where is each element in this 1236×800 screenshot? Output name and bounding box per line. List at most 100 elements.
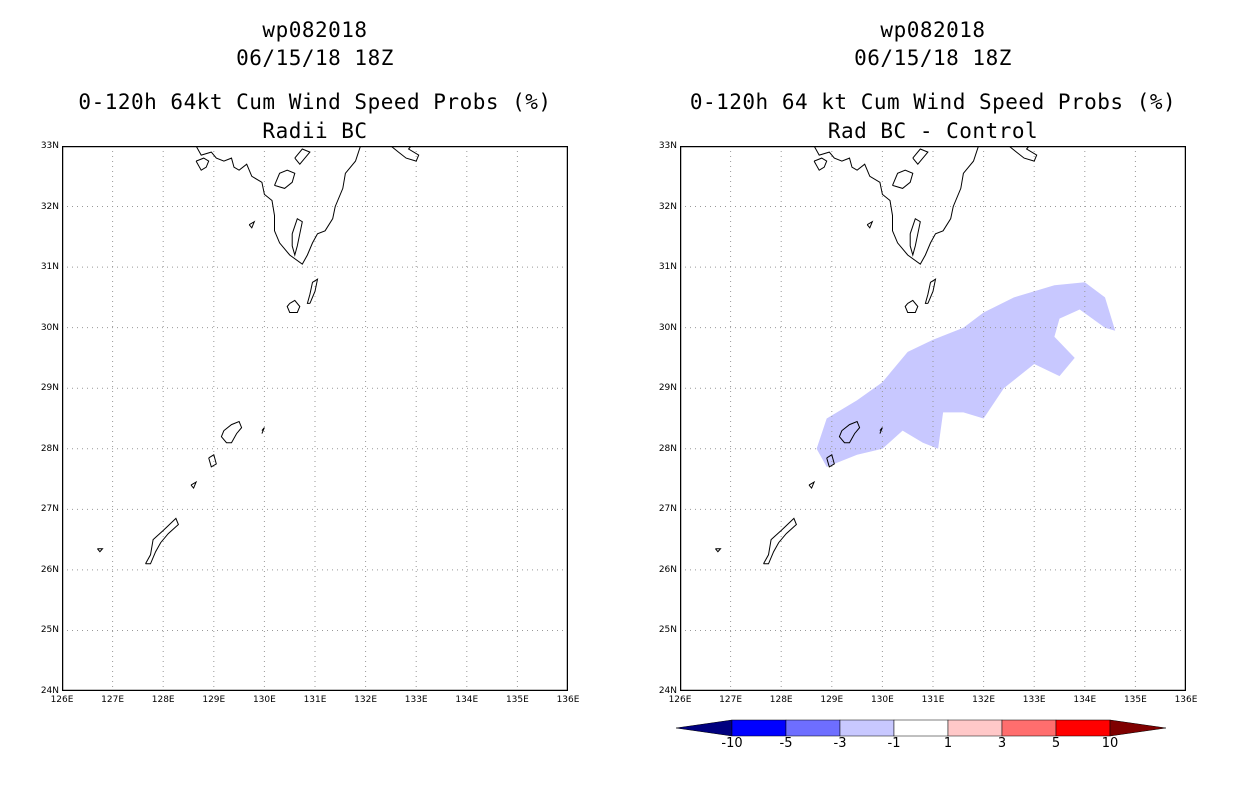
coastline-segment [813, 146, 979, 265]
coastline-segment [190, 480, 198, 490]
left-lon-label: 129E [202, 695, 226, 705]
coastline-segment [145, 517, 179, 565]
left-map-frame [62, 146, 568, 691]
coastline-segment [286, 299, 301, 313]
left-subtitle: Radii BC [262, 119, 368, 143]
right-storm-id: wp082018 [880, 18, 986, 42]
colorbar [676, 719, 1167, 737]
colorbar-label: -1 [887, 736, 901, 751]
left-lon-label: 130E [252, 695, 276, 705]
right-lon-label: 130E [870, 695, 894, 705]
coastline-segment [248, 220, 256, 229]
colorbar-arrow-left [676, 719, 733, 737]
left-lat-label: 27N [40, 504, 59, 515]
left-lat-label: 25N [40, 625, 59, 636]
left-lon-label: 136E [556, 695, 580, 705]
right-lon-label: 134E [1073, 695, 1097, 705]
colorbar-segment [785, 719, 841, 737]
coastline-segment [866, 220, 874, 229]
coastline-segment [294, 148, 311, 165]
coastline-segment [912, 148, 929, 165]
left-lon-label: 133E [404, 695, 428, 705]
left-lat-label: 31N [40, 262, 59, 273]
right-lon-label: 131E [921, 695, 945, 705]
coastline-segment [715, 548, 722, 553]
coastline-segment [1008, 146, 1038, 162]
right-lat-label: 31N [658, 262, 677, 273]
colorbar-arrow-right [1109, 719, 1167, 737]
coastline-segment [909, 217, 921, 257]
left-gridlines [62, 146, 568, 691]
coastline-segment [813, 157, 828, 171]
left-lat-label: 32N [40, 201, 59, 212]
coastline-segment [274, 169, 296, 189]
colorbar-label: 1 [943, 736, 953, 751]
coastline-segment [904, 299, 919, 313]
left-lon-label: 126E [50, 695, 74, 705]
left-lon-label: 127E [101, 695, 125, 705]
right-lon-label: 135E [1123, 695, 1147, 705]
coastline-segment [826, 454, 835, 468]
coastline-segment [291, 217, 303, 257]
right-map [680, 146, 1186, 691]
coastline-segment [892, 169, 914, 189]
left-lon-label: 135E [505, 695, 529, 705]
colorbar-segment [893, 719, 949, 737]
left-lon-label: 132E [354, 695, 378, 705]
right-lon-label: 133E [1022, 695, 1046, 705]
colorbar-segment [1055, 719, 1111, 737]
left-lon-label: 128E [151, 695, 175, 705]
right-lon-label: 132E [972, 695, 996, 705]
left-product-title: 0-120h 64kt Cum Wind Speed Probs (%) [78, 90, 552, 114]
coastline-segment [763, 517, 797, 565]
left-lon-label: 134E [455, 695, 479, 705]
difference-shading [816, 282, 1116, 467]
right-lon-label: 127E [719, 695, 743, 705]
right-lon-label: 136E [1174, 695, 1198, 705]
right-map-frame [680, 146, 1186, 691]
colorbar-segment [1001, 719, 1057, 737]
colorbar-label: -10 [721, 736, 743, 751]
coastline-segment [208, 454, 217, 468]
left-lon-label: 131E [303, 695, 327, 705]
left-lat-label: 33N [40, 141, 59, 151]
right-datetime: 06/15/18 18Z [854, 46, 1012, 70]
right-gridlines [680, 146, 1186, 691]
colorbar-segment [731, 719, 787, 737]
right-lon-label: 126E [668, 695, 692, 705]
colorbar-label: 3 [997, 736, 1007, 751]
colorbar-label: 10 [1101, 736, 1119, 751]
left-map [62, 146, 568, 691]
coastline-segment [879, 427, 883, 434]
left-storm-id: wp082018 [262, 18, 368, 42]
coastline-segment [390, 146, 420, 162]
right-lat-label: 30N [658, 322, 677, 333]
left-lat-label: 24N [40, 686, 59, 696]
coastline-segment [306, 278, 319, 304]
left-coastline [97, 146, 420, 565]
left-lat-label: 26N [40, 564, 59, 575]
coastline-segment [195, 157, 210, 171]
coastline-segment [97, 548, 104, 553]
right-lat-label: 27N [658, 504, 677, 515]
colorbar-label: -3 [833, 736, 847, 751]
colorbar-segment [947, 719, 1003, 737]
right-lat-label: 32N [658, 201, 677, 212]
right-coastline [715, 146, 1038, 565]
right-lat-label: 25N [658, 625, 677, 636]
left-datetime: 06/15/18 18Z [236, 46, 394, 70]
right-subtitle: Rad BC - Control [827, 119, 1039, 143]
right-lat-label: 28N [658, 443, 677, 454]
coastline-segment [195, 146, 361, 265]
right-product-title: 0-120h 64 kt Cum Wind Speed Probs (%) [689, 90, 1177, 114]
right-lon-label: 128E [769, 695, 793, 705]
right-lon-label: 129E [820, 695, 844, 705]
left-lat-label: 28N [40, 443, 59, 454]
left-lat-label: 29N [40, 383, 59, 394]
coastline-segment [808, 480, 816, 490]
right-lat-label: 24N [658, 686, 677, 696]
coastline-segment [220, 420, 243, 444]
colorbar-label: -5 [779, 736, 793, 751]
right-lat-label: 33N [658, 141, 677, 151]
coastline-segment [261, 427, 265, 434]
